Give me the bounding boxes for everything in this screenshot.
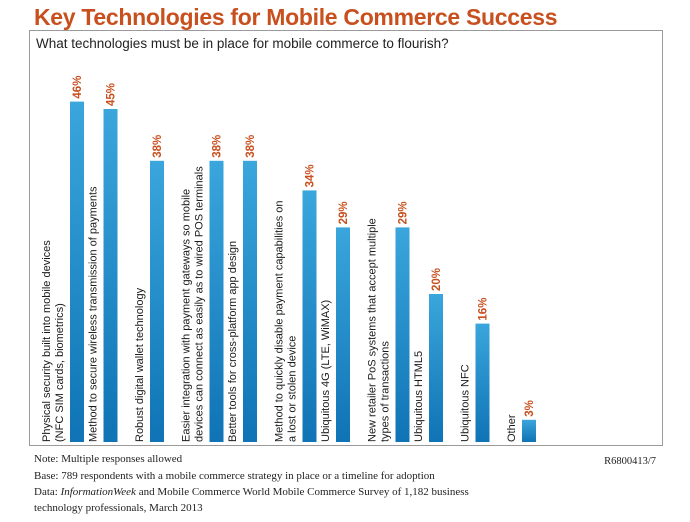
bar-group: Ubiquitous 4G (LTE, WiMAX) 29% bbox=[320, 201, 350, 442]
bar bbox=[103, 109, 118, 442]
category-label: a lost or stolen device bbox=[287, 336, 299, 442]
category-label: Method to quickly disable payment capabi… bbox=[274, 200, 286, 442]
bar bbox=[70, 101, 84, 442]
chart-title: Key Technologies for Mobile Commerce Suc… bbox=[34, 4, 558, 30]
chart-subtitle: What technologies must be in place for m… bbox=[36, 36, 449, 51]
figure-code: R6800413/7 bbox=[604, 456, 656, 467]
category-label: Ubiquitous HTML5 bbox=[413, 351, 425, 442]
value-label: 20% bbox=[431, 268, 443, 291]
data-source-publication: InformationWeek bbox=[60, 486, 136, 498]
category-label: New retailer PoS systems that accept mul… bbox=[367, 218, 379, 442]
category-label: Robust digital wallet technology bbox=[134, 287, 146, 442]
bar-group: New retailer PoS systems that accept mul… bbox=[367, 201, 410, 442]
bar bbox=[522, 419, 536, 442]
value-label: 38% bbox=[152, 135, 164, 158]
category-label: Method to secure wireless transmission o… bbox=[88, 186, 100, 442]
data-source-text: Data: InformationWeek and Mobile Commerc… bbox=[34, 486, 469, 498]
category-label: devices can connect as easily as to wire… bbox=[194, 166, 206, 442]
category-label: types of transactions bbox=[380, 341, 392, 442]
data-prefix: Data: bbox=[34, 486, 61, 498]
data-source-rest: and Mobile Commerce World Mobile Commerc… bbox=[135, 486, 469, 498]
bar bbox=[243, 160, 257, 443]
value-label: 34% bbox=[305, 164, 317, 187]
value-label: 29% bbox=[398, 201, 410, 224]
category-label: Physical security built into mobile devi… bbox=[41, 240, 53, 442]
value-label: 3% bbox=[524, 400, 536, 417]
bar-group: Easier integration with payment gateways… bbox=[181, 135, 224, 443]
note-text: Note: Multiple responses allowed bbox=[34, 453, 183, 465]
bar-group: Robust digital wallet technology 38% bbox=[134, 135, 164, 443]
category-label: Easier integration with payment gateways… bbox=[181, 189, 193, 442]
data-source-line2: technology professionals, March 2013 bbox=[34, 502, 203, 514]
bar-group: Method to quickly disable payment capabi… bbox=[274, 164, 317, 442]
category-label: Other bbox=[506, 414, 518, 442]
bar-group: Ubiquitous HTML5 20% bbox=[413, 268, 443, 442]
bar-group: Better tools for cross-platform app desi… bbox=[227, 135, 257, 443]
category-label: Better tools for cross-platform app desi… bbox=[227, 241, 239, 442]
bar bbox=[429, 294, 443, 442]
value-label: 38% bbox=[245, 135, 257, 158]
category-label: (NFC SIM cards, biometrics) bbox=[54, 303, 66, 442]
category-label: Ubiquitous NFC bbox=[460, 364, 472, 442]
bar bbox=[209, 160, 224, 443]
bar-group: Physical security built into mobile devi… bbox=[41, 76, 84, 442]
value-label: 38% bbox=[212, 135, 224, 158]
bar-group: Method to secure wireless transmission o… bbox=[88, 83, 118, 442]
category-label: Ubiquitous 4G (LTE, WiMAX) bbox=[320, 300, 332, 442]
base-text: Base: 789 respondents with a mobile comm… bbox=[34, 470, 435, 482]
bar bbox=[336, 227, 350, 442]
bar bbox=[475, 323, 490, 442]
bar bbox=[302, 190, 317, 442]
bar bbox=[150, 160, 164, 443]
bar-group: Ubiquitous NFC 16% bbox=[460, 298, 490, 442]
bar-group: Other 3% bbox=[506, 400, 536, 442]
value-label: 46% bbox=[72, 76, 84, 99]
bar bbox=[395, 227, 410, 442]
value-label: 29% bbox=[338, 201, 350, 224]
value-label: 16% bbox=[478, 298, 490, 321]
value-label: 45% bbox=[106, 83, 118, 106]
